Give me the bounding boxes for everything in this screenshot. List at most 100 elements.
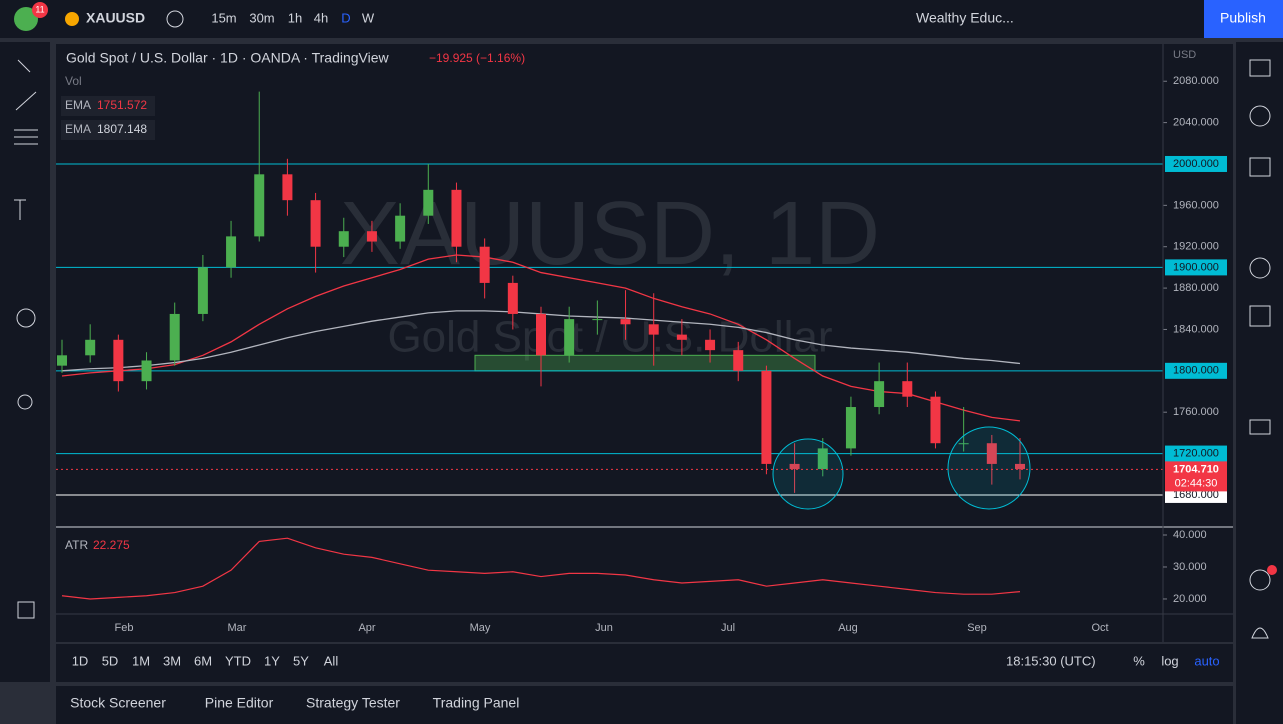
candle-body — [395, 215, 406, 242]
legend-value: 1807.148 — [97, 122, 147, 136]
auto-toggle[interactable]: auto — [1194, 653, 1219, 668]
stream-icon[interactable] — [1249, 569, 1271, 591]
candle-body — [536, 313, 546, 356]
x-tick-label: Aug — [838, 622, 858, 634]
candle-body — [620, 319, 631, 325]
bottom-tab[interactable]: Strategy Tester — [306, 695, 400, 711]
level-label: 1900.000 — [1173, 261, 1219, 273]
trendline-icon[interactable] — [15, 91, 37, 111]
range-bar — [56, 644, 1233, 682]
x-tick-label: May — [470, 622, 491, 634]
interval-button[interactable]: 15m — [211, 10, 236, 25]
price-change: −19.925 (−1.16%) — [429, 51, 525, 65]
tabs-bar — [56, 686, 1233, 724]
range-button[interactable]: 1M — [132, 653, 150, 668]
emoji-icon[interactable] — [16, 308, 36, 328]
annotation-circle — [947, 426, 1031, 510]
main-pane: XAUUSD, 1D Gold Spot / U.S. Dollar — [56, 91, 1163, 510]
level-label-box — [1165, 445, 1227, 462]
layout-name[interactable]: Wealthy Educ... — [916, 10, 1014, 26]
percent-toggle[interactable]: % — [1133, 653, 1145, 668]
calendar-icon[interactable] — [1249, 305, 1271, 327]
avatar[interactable] — [14, 7, 38, 31]
candle-body — [1015, 463, 1025, 470]
fib-icon[interactable] — [14, 129, 38, 145]
news-icon[interactable] — [1249, 157, 1271, 177]
interval-button[interactable]: 1h — [288, 10, 302, 25]
candle-body — [761, 370, 772, 464]
level-label: 2000.000 — [1173, 158, 1219, 170]
add-symbol[interactable] — [166, 10, 184, 28]
candle-body — [958, 443, 969, 445]
interval-button[interactable]: 30m — [249, 10, 274, 25]
range-button[interactable]: 1D — [72, 653, 89, 668]
candle-body — [733, 350, 744, 371]
cursor-icon[interactable] — [17, 59, 31, 73]
level-label-box — [1165, 259, 1227, 276]
currency[interactable]: USD — [1173, 49, 1196, 61]
right-icons — [1249, 59, 1271, 639]
candle-body — [930, 396, 941, 444]
range-button[interactable]: 5Y — [293, 653, 309, 668]
candle-body — [226, 236, 237, 268]
log-toggle[interactable]: log — [1161, 653, 1178, 668]
level-label: 1720.000 — [1173, 447, 1219, 459]
range-button[interactable]: All — [324, 653, 339, 668]
volume-label: Vol — [65, 74, 82, 88]
right-toolbar — [1236, 42, 1283, 724]
candle-body — [197, 267, 208, 314]
top-toolbar — [0, 0, 1283, 38]
ema-line — [61, 254, 1021, 422]
publish-label[interactable]: Publish — [1220, 10, 1266, 26]
legend-name: EMA — [65, 98, 91, 112]
range-button[interactable]: 5D — [102, 653, 119, 668]
hotlist-icon[interactable] — [1249, 257, 1271, 279]
candle-body — [789, 463, 800, 470]
atr-value: 22.275 — [93, 538, 130, 552]
last-price-box — [1165, 461, 1227, 492]
range-button[interactable]: YTD — [225, 653, 251, 668]
x-tick-label: Feb — [115, 622, 134, 634]
legend-value: 1751.572 — [97, 98, 147, 112]
candle-body — [338, 231, 349, 247]
candle-body — [817, 448, 828, 470]
x-tick-label: Jun — [595, 622, 613, 634]
alerts-icon[interactable] — [1249, 105, 1271, 127]
annotation-circle — [772, 438, 844, 510]
candle-body — [423, 189, 434, 216]
candle-body — [113, 339, 124, 382]
watchlist-icon[interactable] — [1249, 59, 1271, 77]
symbol[interactable]: XAUUSD — [86, 10, 145, 26]
left-toolbar — [0, 42, 50, 682]
notifications-icon[interactable] — [1251, 627, 1269, 639]
legend-bg — [61, 120, 155, 140]
bottom-tab[interactable]: Pine Editor — [205, 695, 274, 711]
bottom-tab[interactable]: Stock Screener — [70, 695, 166, 711]
legend-bg — [61, 96, 155, 116]
chat-icon[interactable] — [1249, 419, 1271, 435]
watermark-sub: Gold Spot / U.S. Dollar — [387, 313, 832, 362]
bottom-tab[interactable]: Trading Panel — [433, 695, 520, 711]
interval-button[interactable]: D — [341, 10, 350, 25]
interval-button[interactable]: 4h — [314, 10, 328, 25]
legend-name: EMA — [65, 122, 91, 136]
candle-body — [479, 246, 490, 283]
atr-name: ATR — [65, 538, 88, 552]
y-tick-label: 1920.000 — [1173, 241, 1219, 253]
text-icon[interactable] — [14, 199, 26, 220]
x-tick-label: Apr — [358, 622, 375, 634]
trash-icon[interactable] — [17, 601, 35, 619]
interval-button[interactable]: W — [362, 10, 375, 25]
candle-body — [902, 381, 913, 397]
y-tick-label: 1960.000 — [1173, 199, 1219, 211]
candle-body — [564, 319, 575, 356]
zoom-icon[interactable] — [17, 394, 33, 410]
chart-area — [56, 44, 1233, 642]
range-button[interactable]: 6M — [194, 653, 212, 668]
candle-body — [85, 339, 96, 356]
candle-body — [592, 319, 603, 321]
range-button[interactable]: 1Y — [264, 653, 280, 668]
symbol-icon — [65, 12, 79, 26]
publish-button[interactable] — [1204, 0, 1283, 38]
range-button[interactable]: 3M — [163, 653, 181, 668]
